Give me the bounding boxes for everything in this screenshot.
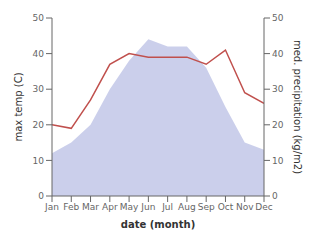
svg-text:Sep: Sep: [198, 202, 215, 212]
svg-text:Apr: Apr: [102, 202, 118, 212]
svg-text:Nov: Nov: [236, 202, 254, 212]
svg-text:50: 50: [272, 13, 284, 23]
svg-text:10: 10: [272, 156, 284, 166]
svg-text:30: 30: [33, 84, 45, 94]
svg-text:Oct: Oct: [218, 202, 234, 212]
svg-text:May: May: [120, 202, 139, 212]
svg-text:Dec: Dec: [255, 202, 272, 212]
svg-text:Aug: Aug: [178, 202, 196, 212]
svg-text:20: 20: [33, 120, 45, 130]
svg-text:50: 50: [33, 13, 45, 23]
svg-text:0: 0: [38, 191, 44, 201]
svg-text:30: 30: [272, 84, 284, 94]
svg-text:40: 40: [33, 49, 45, 59]
svg-text:10: 10: [33, 156, 45, 166]
svg-text:date (month): date (month): [121, 219, 195, 230]
svg-text:med. precipitation (kg/m2): med. precipitation (kg/m2): [292, 40, 303, 174]
svg-text:0: 0: [272, 191, 278, 201]
svg-text:Jul: Jul: [161, 202, 173, 212]
svg-text:20: 20: [272, 120, 284, 130]
svg-text:Jan: Jan: [44, 202, 59, 212]
svg-text:40: 40: [272, 49, 284, 59]
svg-text:Jun: Jun: [140, 202, 155, 212]
svg-text:max temp (C): max temp (C): [13, 72, 24, 141]
svg-text:Mar: Mar: [82, 202, 99, 212]
svg-text:Feb: Feb: [63, 202, 79, 212]
